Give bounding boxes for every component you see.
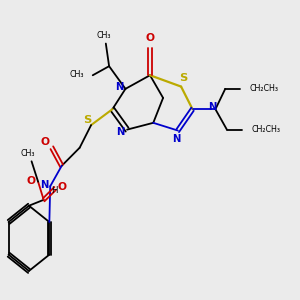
Text: N: N: [208, 102, 216, 112]
Text: CH₃: CH₃: [20, 149, 35, 158]
Text: N: N: [40, 180, 49, 190]
Text: O: O: [26, 176, 35, 186]
Text: H: H: [52, 186, 58, 195]
Text: S: S: [83, 115, 91, 124]
Text: N: N: [116, 127, 125, 137]
Text: CH₃: CH₃: [97, 31, 111, 40]
Text: CH₂CH₃: CH₂CH₃: [250, 84, 279, 93]
Text: O: O: [41, 137, 50, 147]
Text: CH₂CH₃: CH₂CH₃: [251, 125, 280, 134]
Text: N: N: [115, 82, 123, 92]
Text: S: S: [180, 74, 188, 83]
Text: N: N: [172, 134, 180, 144]
Text: O: O: [57, 182, 66, 192]
Text: CH₃: CH₃: [69, 70, 84, 79]
Text: O: O: [146, 33, 154, 43]
